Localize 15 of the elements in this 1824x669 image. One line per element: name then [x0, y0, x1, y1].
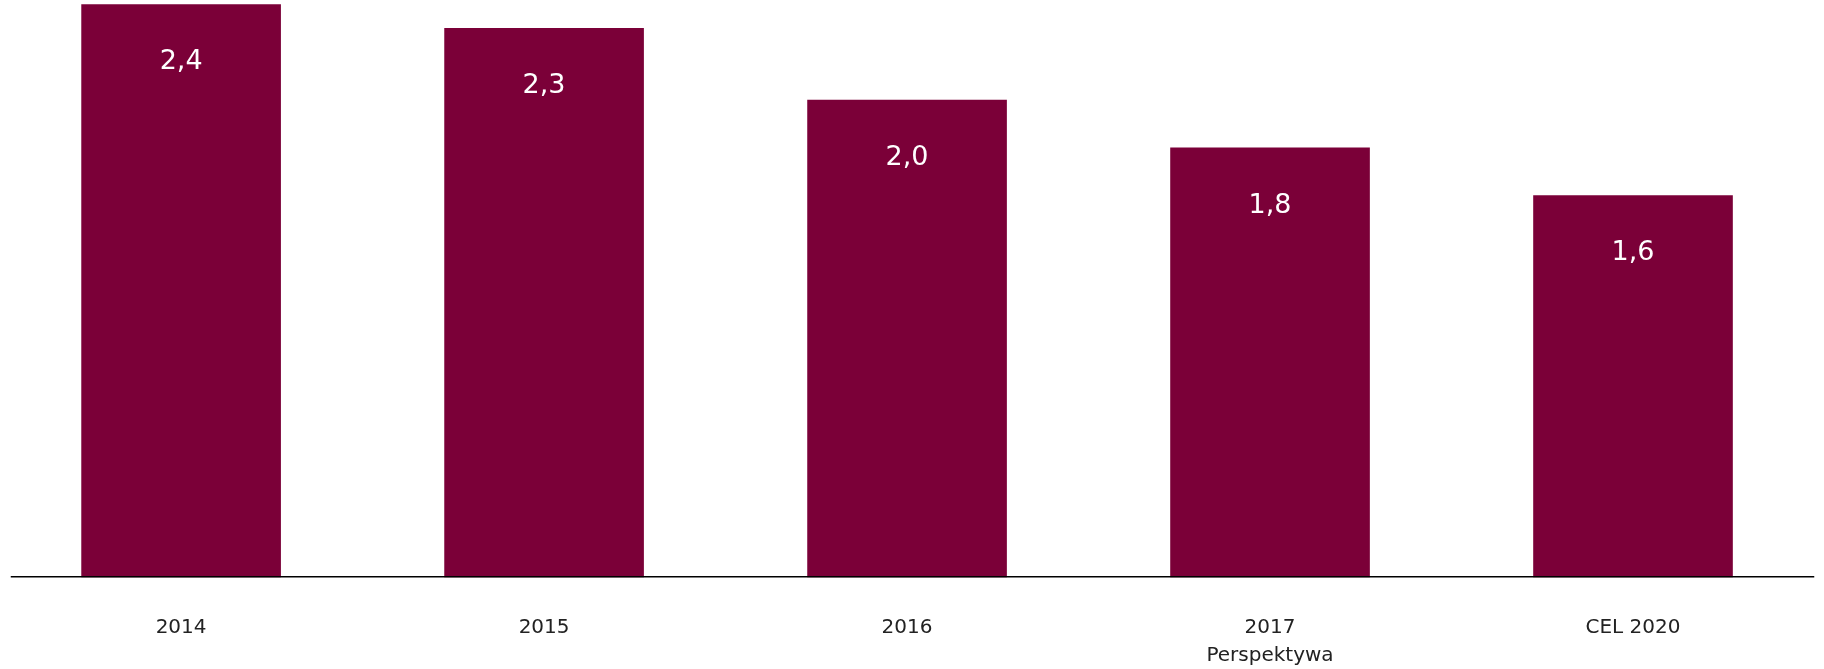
bar	[1170, 147, 1370, 578]
x-tick-label: 2014	[155, 613, 207, 638]
data-label: 2,3	[522, 68, 566, 100]
data-label: 1,8	[1248, 187, 1292, 219]
x-tick-label: CEL 2020	[1585, 613, 1681, 638]
bar	[807, 99, 1007, 578]
bar	[444, 28, 644, 578]
data-label: 2,4	[159, 44, 203, 76]
x-tick-label: 2017 Perspektywa	[1206, 613, 1334, 667]
bar	[81, 4, 281, 578]
data-label: 1,6	[1611, 235, 1655, 267]
bar	[1533, 195, 1733, 578]
x-tick-label: 2015	[518, 613, 570, 638]
x-tick-label: 2016	[881, 613, 933, 638]
data-label: 2,0	[885, 139, 929, 171]
